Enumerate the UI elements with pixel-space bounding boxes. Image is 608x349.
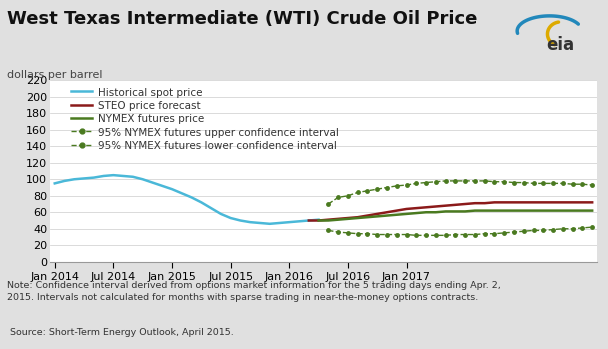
Text: Note: Confidence interval derived from options market information for the 5 trad: Note: Confidence interval derived from o… [7,281,501,302]
Text: West Texas Intermediate (WTI) Crude Oil Price: West Texas Intermediate (WTI) Crude Oil … [7,10,478,29]
Text: dollars per barrel: dollars per barrel [7,70,103,80]
Legend: Historical spot price, STEO price forecast, NYMEX futures price, 95% NYMEX futur: Historical spot price, STEO price foreca… [72,87,339,151]
Text: eia: eia [547,36,575,54]
Text: Source: Short-Term Energy Outlook, April 2015.: Source: Short-Term Energy Outlook, April… [7,328,234,337]
